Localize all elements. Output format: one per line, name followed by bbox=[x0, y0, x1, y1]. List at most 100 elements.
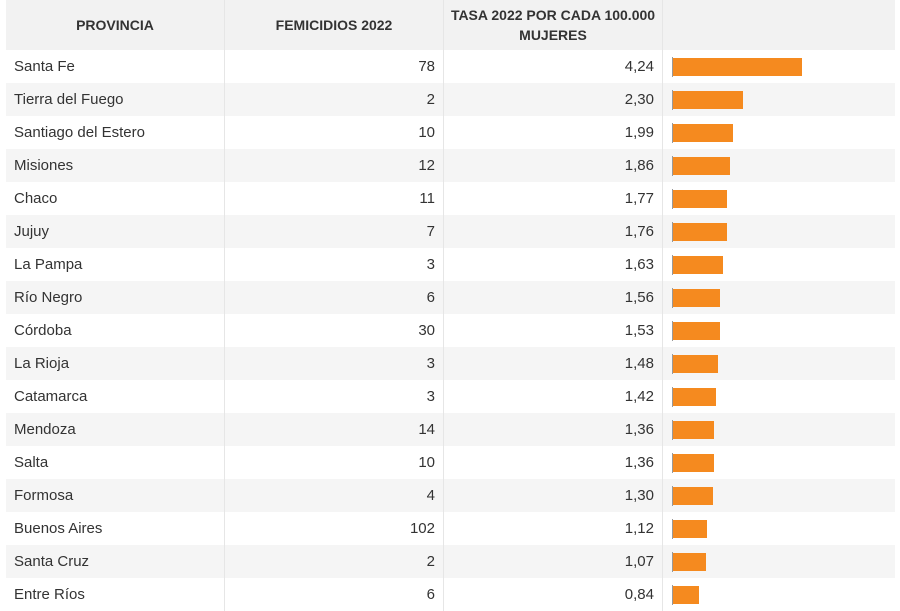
femicidios-cell: 78 bbox=[224, 50, 444, 83]
tasa-cell: 1,30 bbox=[443, 479, 663, 512]
tasa-cell: 1,99 bbox=[443, 116, 663, 149]
provincia-cell: Catamarca bbox=[14, 388, 88, 405]
table-row: Salta 10 1,36 bbox=[6, 446, 895, 479]
tasa-cell: 0,84 bbox=[443, 578, 663, 611]
rate-bar bbox=[673, 91, 743, 109]
rate-bar bbox=[673, 58, 802, 76]
provincia-cell: Chaco bbox=[14, 190, 58, 207]
bar-axis bbox=[672, 321, 673, 341]
table-row: Entre Ríos 6 0,84 bbox=[6, 578, 895, 611]
tasa-cell: 1,48 bbox=[443, 347, 663, 380]
tasa-cell: 1,12 bbox=[443, 512, 663, 545]
provincia-cell: Mendoza bbox=[6, 413, 225, 446]
bar-cell bbox=[662, 380, 895, 413]
tasa-cell: 1,76 bbox=[443, 215, 663, 248]
rate-bar bbox=[673, 322, 720, 340]
provincia-cell: Córdoba bbox=[14, 322, 72, 339]
rate-bar bbox=[673, 487, 713, 505]
femicidios-cell: 30 bbox=[224, 314, 444, 347]
rate-bar bbox=[673, 190, 727, 208]
table-row: Santa Cruz 2 1,07 bbox=[6, 545, 895, 578]
bar-cell bbox=[662, 215, 895, 248]
tasa-cell: 1,56 bbox=[443, 281, 663, 314]
femicidios-cell: 2 bbox=[224, 83, 444, 116]
tasa-cell: 1,36 bbox=[443, 446, 663, 479]
femicidios-cell: 12 bbox=[224, 149, 444, 182]
provincia-cell: Río Negro bbox=[6, 281, 225, 314]
provincia-cell: Formosa bbox=[6, 479, 225, 512]
provincia-cell: La Pampa bbox=[14, 256, 83, 273]
bar-cell bbox=[662, 116, 895, 149]
femicidios-cell: 11 bbox=[224, 182, 444, 215]
header-provincia[interactable]: PROVINCIA bbox=[6, 0, 225, 50]
provincia-cell: Jujuy bbox=[6, 215, 225, 248]
tasa-cell: 1,53 bbox=[443, 314, 663, 347]
bar-axis bbox=[672, 387, 673, 407]
bar-axis bbox=[672, 354, 673, 374]
provincia-cell: Entre Ríos bbox=[14, 586, 85, 603]
rate-bar bbox=[673, 454, 715, 472]
provincia-cell: Buenos Aires bbox=[14, 520, 103, 537]
femicidios-cell: 6 bbox=[224, 578, 444, 611]
header-bar bbox=[662, 0, 895, 50]
bar-axis bbox=[672, 453, 673, 473]
table-row: Chaco 11 1,77 bbox=[6, 182, 895, 215]
table-row: Tierra del Fuego 2 2,30 bbox=[6, 83, 895, 116]
table-row: Misiones 12 1,86 bbox=[6, 149, 895, 182]
femicidios-cell: 2 bbox=[224, 545, 444, 578]
table-row: La Rioja 3 1,48 bbox=[6, 347, 895, 380]
rate-bar bbox=[673, 553, 706, 571]
bar-cell bbox=[662, 347, 895, 380]
tasa-cell: 2,30 bbox=[443, 83, 663, 116]
rate-bar bbox=[673, 256, 723, 274]
bar-cell bbox=[662, 545, 895, 578]
tasa-cell: 1,86 bbox=[443, 149, 663, 182]
tasa-cell: 1,07 bbox=[443, 545, 663, 578]
bar-axis bbox=[672, 222, 673, 242]
rate-bar bbox=[673, 157, 730, 175]
bar-axis bbox=[672, 156, 673, 176]
femicidios-cell: 102 bbox=[224, 512, 444, 545]
provincia-cell: Santa Fe bbox=[14, 58, 75, 75]
bar-axis bbox=[672, 585, 673, 605]
rate-bar bbox=[673, 520, 708, 538]
bar-axis bbox=[672, 123, 673, 143]
rate-bar bbox=[673, 289, 721, 307]
provincia-cell: Santiago del Estero bbox=[14, 124, 145, 141]
bar-cell bbox=[662, 446, 895, 479]
rate-bar bbox=[673, 421, 715, 439]
bar-cell bbox=[662, 83, 895, 116]
provincia-cell: La Rioja bbox=[6, 347, 225, 380]
bar-axis bbox=[672, 519, 673, 539]
bar-cell bbox=[662, 182, 895, 215]
header-femicidios[interactable]: FEMICIDIOS 2022 bbox=[224, 0, 444, 50]
table-row: Mendoza 14 1,36 bbox=[6, 413, 895, 446]
rate-bar bbox=[673, 586, 699, 604]
table-row: Buenos Aires 102 1,12 bbox=[6, 512, 895, 545]
rate-bar bbox=[673, 388, 717, 406]
femicidios-cell: 14 bbox=[224, 413, 444, 446]
bar-axis bbox=[672, 57, 673, 77]
bar-axis bbox=[672, 486, 673, 506]
table-row: Catamarca 3 1,42 bbox=[6, 380, 895, 413]
femicidios-cell: 7 bbox=[224, 215, 444, 248]
tasa-cell: 4,24 bbox=[443, 50, 663, 83]
bar-axis bbox=[672, 288, 673, 308]
header-row: PROVINCIA FEMICIDIOS 2022 TASA 2022 POR … bbox=[6, 0, 895, 50]
bar-cell bbox=[662, 578, 895, 611]
bar-cell bbox=[662, 248, 895, 281]
tasa-cell: 1,36 bbox=[443, 413, 663, 446]
femicidios-cell: 6 bbox=[224, 281, 444, 314]
bar-cell bbox=[662, 479, 895, 512]
table-row: Río Negro 6 1,56 bbox=[6, 281, 895, 314]
table-row: Santiago del Estero 10 1,99 bbox=[6, 116, 895, 149]
provincia-cell: Salta bbox=[14, 454, 49, 471]
bar-cell bbox=[662, 281, 895, 314]
table-row: Santa Fe 78 4,24 bbox=[6, 50, 895, 83]
tasa-cell: 1,63 bbox=[443, 248, 663, 281]
tasa-cell: 1,77 bbox=[443, 182, 663, 215]
bar-cell bbox=[662, 314, 895, 347]
femicidios-cell: 4 bbox=[224, 479, 444, 512]
bar-axis bbox=[672, 189, 673, 209]
header-tasa[interactable]: TASA 2022 POR CADA 100.000 MUJERES bbox=[443, 0, 663, 50]
